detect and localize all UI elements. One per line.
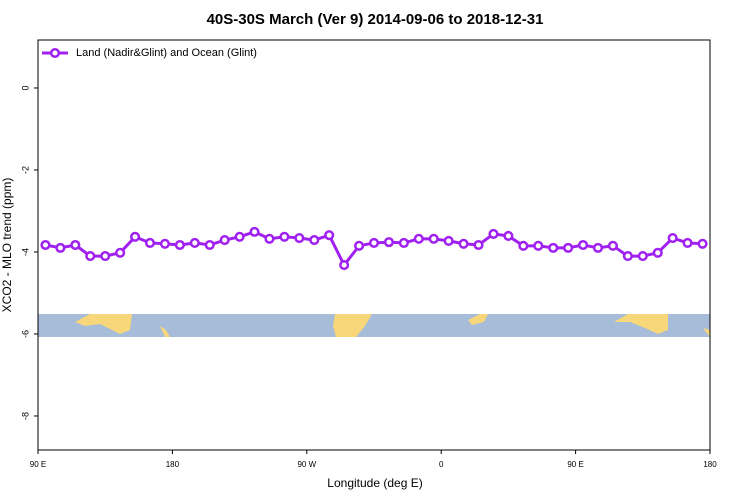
data-point [503,230,514,242]
data-point [100,251,111,262]
data-point [443,235,454,246]
data-point [354,240,365,251]
y-tick-label: 0 [20,85,30,90]
data-point [189,237,200,248]
data-point [279,231,290,242]
data-point [697,238,708,249]
data-point [622,251,633,262]
legend-marker [49,47,61,59]
data-point [533,240,544,251]
x-tick-label: 90 E [30,460,46,469]
x-tick-label: 180 [703,460,717,469]
data-point [548,242,559,253]
data-point [40,239,51,251]
data-point [398,237,409,248]
data-point [159,238,170,249]
data-point [578,239,589,251]
data-point [652,247,663,258]
data-point [667,232,678,244]
data-point [563,242,574,253]
x-tick-label: 180 [166,460,180,469]
legend-label: Land (Nadir&Glint) and Ocean (Glint) [76,47,257,59]
data-point [234,231,245,242]
data-point [85,251,96,262]
data-point [607,240,618,251]
chart-title: 40S-30S March (Ver 9) 2014-09-06 to 2018… [207,11,544,28]
x-axis-label: Longitude (deg E) [327,476,422,490]
data-point [368,237,380,248]
y-tick-label: -2 [20,166,30,174]
data-point [383,237,394,248]
data-point [219,235,230,246]
data-point [174,239,185,251]
y-tick-label: -8 [20,412,30,420]
x-tick-label: 0 [439,460,444,469]
data-point [592,242,604,253]
data-point [428,233,439,244]
map-strip [38,314,710,337]
data-point [682,237,693,248]
x-tick-label: 90 W [297,460,316,469]
data-point [294,232,305,244]
data-point [70,239,81,251]
data-point [115,247,126,258]
data-point [204,239,215,251]
data-point [144,237,156,248]
data-point [264,233,275,244]
data-point [339,260,350,271]
data-point [413,233,424,244]
y-axis-label: XCO2 - MLO trend (ppm) [0,178,14,313]
y-tick-label: -6 [20,330,30,338]
data-point [458,238,469,249]
data-point [130,231,141,242]
y-tick-label: -4 [20,248,30,256]
data-point [324,230,335,241]
x-tick-label: 90 E [567,460,583,469]
data-point [249,226,260,237]
plot-frame [37,39,711,451]
data-point [309,235,320,246]
data-point [518,240,529,251]
data-point [473,239,484,251]
data-point [55,242,66,253]
series-line [45,230,703,268]
data-point [637,251,648,262]
data-point [488,228,499,239]
